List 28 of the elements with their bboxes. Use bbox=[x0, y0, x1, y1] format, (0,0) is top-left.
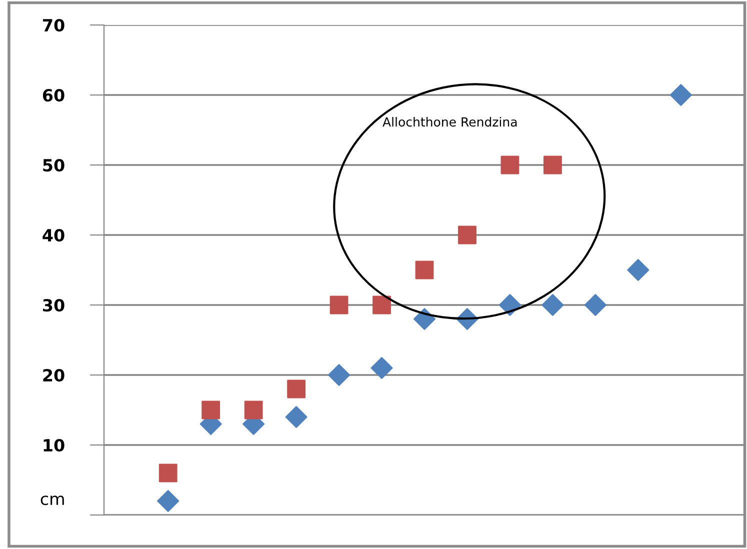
y-tick-label: 10 bbox=[44, 438, 64, 452]
point bbox=[498, 294, 521, 316]
point bbox=[158, 464, 178, 482]
point bbox=[584, 294, 606, 316]
point bbox=[542, 294, 564, 316]
y-tick-label: 20 bbox=[43, 368, 64, 382]
point bbox=[458, 226, 476, 244]
y-tick-label: 50 bbox=[43, 158, 64, 172]
point bbox=[372, 296, 391, 314]
point bbox=[328, 364, 350, 386]
point bbox=[415, 260, 434, 280]
point bbox=[370, 357, 393, 379]
y-tick-label: 70 bbox=[43, 18, 64, 32]
point bbox=[544, 156, 562, 174]
point bbox=[285, 406, 308, 428]
y-tick-label: 40 bbox=[42, 228, 64, 242]
point bbox=[287, 380, 306, 398]
y-axis-title: cm bbox=[40, 496, 64, 506]
point bbox=[244, 400, 263, 420]
point bbox=[500, 156, 520, 174]
point bbox=[670, 84, 692, 106]
point bbox=[202, 400, 220, 420]
point bbox=[330, 296, 348, 314]
y-tick-label: 30 bbox=[43, 298, 64, 312]
y-tick-label: 60 bbox=[42, 88, 64, 102]
annotation: Allochthone Rendzina bbox=[382, 116, 517, 127]
point bbox=[627, 259, 650, 281]
point bbox=[157, 490, 180, 512]
